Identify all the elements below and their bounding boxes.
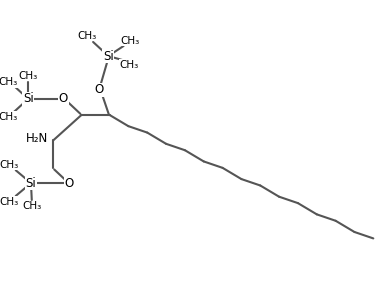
Text: CH₃: CH₃	[77, 31, 96, 41]
Text: H₂N: H₂N	[26, 133, 48, 146]
Text: CH₃: CH₃	[0, 112, 18, 122]
Text: CH₃: CH₃	[0, 77, 18, 87]
Text: Si: Si	[23, 92, 33, 105]
Text: Si: Si	[26, 177, 36, 190]
Text: CH₃: CH₃	[22, 201, 42, 211]
Text: Si: Si	[103, 50, 114, 63]
Text: O: O	[59, 92, 68, 105]
Text: CH₃: CH₃	[0, 197, 19, 206]
Text: CH₃: CH₃	[19, 71, 38, 81]
Text: CH₃: CH₃	[0, 160, 19, 170]
Text: O: O	[65, 177, 74, 190]
Text: O: O	[95, 83, 104, 96]
Text: CH₃: CH₃	[120, 60, 139, 70]
Text: CH₃: CH₃	[121, 36, 140, 46]
